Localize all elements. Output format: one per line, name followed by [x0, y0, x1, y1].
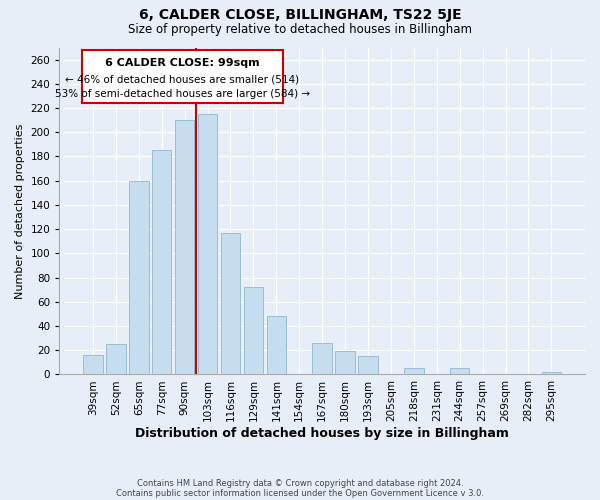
Bar: [542, 372, 561, 374]
Text: Contains HM Land Registry data © Crown copyright and database right 2024.: Contains HM Land Registry data © Crown c…: [137, 478, 463, 488]
FancyBboxPatch shape: [82, 50, 283, 103]
Bar: [175, 120, 194, 374]
Text: 6 CALDER CLOSE: 99sqm: 6 CALDER CLOSE: 99sqm: [105, 58, 260, 68]
Bar: [404, 368, 424, 374]
Bar: [335, 352, 355, 374]
Bar: [266, 316, 286, 374]
Bar: [129, 180, 149, 374]
Text: ← 46% of detached houses are smaller (514): ← 46% of detached houses are smaller (51…: [65, 74, 299, 84]
Bar: [221, 233, 240, 374]
Y-axis label: Number of detached properties: Number of detached properties: [15, 124, 25, 298]
Bar: [313, 343, 332, 374]
Text: 6, CALDER CLOSE, BILLINGHAM, TS22 5JE: 6, CALDER CLOSE, BILLINGHAM, TS22 5JE: [139, 8, 461, 22]
Bar: [450, 368, 469, 374]
Bar: [358, 356, 378, 374]
Text: 53% of semi-detached houses are larger (584) →: 53% of semi-detached houses are larger (…: [55, 88, 310, 99]
Bar: [244, 288, 263, 374]
X-axis label: Distribution of detached houses by size in Billingham: Distribution of detached houses by size …: [135, 427, 509, 440]
Bar: [152, 150, 172, 374]
Bar: [83, 355, 103, 374]
Bar: [198, 114, 217, 374]
Text: Contains public sector information licensed under the Open Government Licence v : Contains public sector information licen…: [116, 488, 484, 498]
Text: Size of property relative to detached houses in Billingham: Size of property relative to detached ho…: [128, 22, 472, 36]
Bar: [106, 344, 125, 374]
